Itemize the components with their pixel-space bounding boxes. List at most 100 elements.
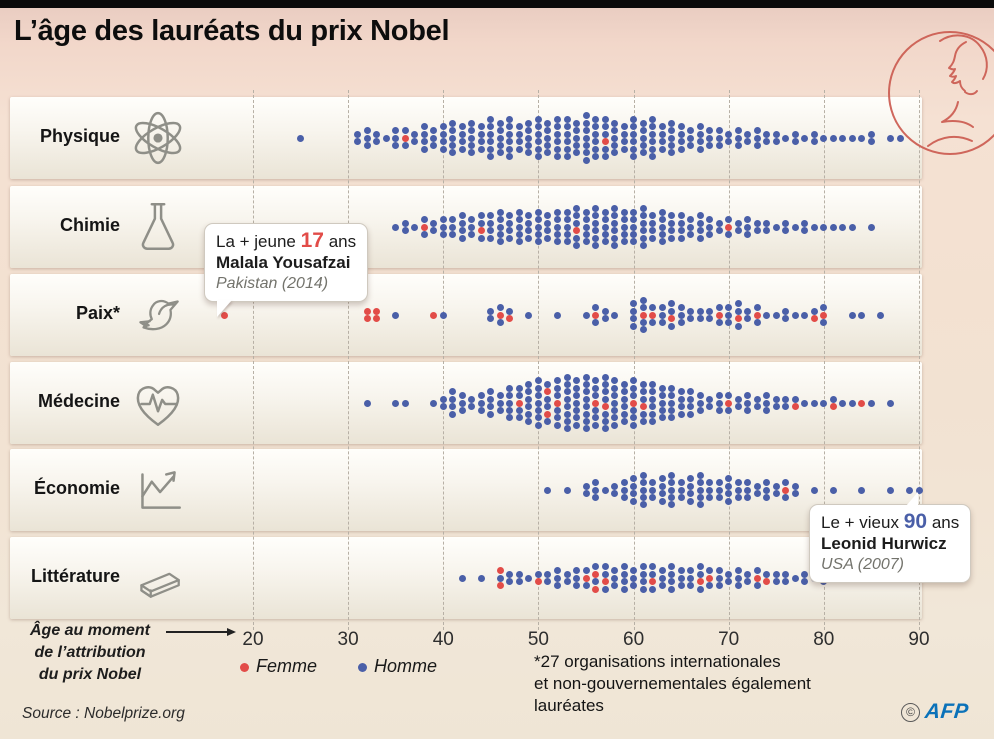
gridline-80 bbox=[823, 90, 825, 630]
male-dot bbox=[449, 403, 457, 411]
legend: Femme Homme bbox=[240, 656, 473, 677]
male-dot bbox=[772, 570, 780, 578]
male-dot bbox=[487, 123, 495, 131]
male-dot bbox=[791, 482, 799, 490]
male-dot bbox=[649, 585, 657, 593]
male-dot bbox=[506, 307, 514, 315]
female-dot bbox=[496, 567, 504, 575]
male-dot bbox=[639, 585, 647, 593]
male-dot bbox=[744, 392, 752, 400]
male-dot bbox=[687, 490, 695, 498]
male-dot bbox=[858, 311, 866, 319]
male-dot bbox=[753, 227, 761, 235]
male-dot bbox=[668, 322, 676, 330]
male-dot bbox=[449, 223, 457, 231]
axis-tick-70: 70 bbox=[718, 629, 740, 650]
male-dot bbox=[563, 403, 571, 411]
male-dot bbox=[601, 315, 609, 323]
male-dot bbox=[392, 141, 400, 149]
male-dot bbox=[592, 578, 599, 586]
male-dot bbox=[573, 421, 580, 429]
male-dot bbox=[553, 145, 561, 153]
male-dot bbox=[449, 395, 457, 403]
male-dot bbox=[658, 482, 666, 490]
male-dot bbox=[734, 141, 742, 149]
male-dot bbox=[630, 123, 638, 131]
male-dot bbox=[763, 406, 771, 414]
male-dot bbox=[563, 418, 571, 425]
male-dot bbox=[668, 570, 676, 578]
male-dot bbox=[506, 227, 514, 235]
male-dot bbox=[620, 208, 628, 216]
male-dot bbox=[630, 238, 638, 246]
male-dot bbox=[687, 567, 695, 575]
male-dot bbox=[525, 234, 533, 242]
male-dot bbox=[668, 471, 676, 479]
male-dot bbox=[839, 399, 847, 407]
male-dot bbox=[544, 234, 552, 242]
male-dot bbox=[639, 127, 647, 135]
male-dot bbox=[687, 134, 695, 142]
male-dot bbox=[592, 130, 599, 138]
male-dot bbox=[687, 141, 695, 149]
male-dot bbox=[706, 567, 714, 575]
male-dot bbox=[763, 479, 771, 487]
male-dot bbox=[496, 127, 504, 135]
male-dot bbox=[592, 145, 599, 153]
male-dot bbox=[592, 242, 599, 249]
male-dot bbox=[630, 223, 638, 231]
male-dot bbox=[639, 418, 647, 425]
male-dot bbox=[734, 227, 742, 235]
male-dot bbox=[487, 307, 495, 315]
male-dot bbox=[506, 406, 514, 414]
male-dot bbox=[420, 145, 428, 153]
male-dot bbox=[649, 145, 657, 153]
male-dot bbox=[649, 381, 657, 388]
male-dot bbox=[763, 227, 771, 235]
male-dot bbox=[801, 219, 809, 227]
male-dot bbox=[791, 490, 799, 498]
male-dot bbox=[668, 578, 676, 586]
male-dot bbox=[668, 501, 676, 509]
male-dot bbox=[658, 138, 666, 146]
male-dot bbox=[563, 570, 571, 578]
male-dot bbox=[458, 138, 466, 146]
female-dot bbox=[829, 403, 837, 411]
male-dot bbox=[401, 399, 409, 407]
male-dot bbox=[611, 119, 618, 127]
male-dot bbox=[620, 486, 628, 494]
female-dot bbox=[544, 410, 552, 418]
category-label: Paix* bbox=[75, 303, 120, 323]
male-dot bbox=[696, 130, 704, 138]
male-dot bbox=[392, 223, 400, 231]
copyright-icon: © bbox=[901, 702, 920, 722]
male-dot bbox=[696, 227, 704, 235]
male-dot bbox=[563, 425, 571, 433]
male-dot bbox=[639, 563, 647, 571]
male-dot bbox=[867, 130, 875, 138]
male-dot bbox=[506, 392, 514, 400]
gridline-60 bbox=[633, 90, 635, 630]
male-dot bbox=[601, 123, 609, 131]
male-dot bbox=[611, 581, 618, 589]
male-dot bbox=[696, 315, 704, 323]
male-dot bbox=[630, 377, 638, 385]
male-dot bbox=[573, 392, 580, 400]
male-dot bbox=[458, 212, 466, 220]
male-dot bbox=[534, 153, 542, 160]
male-dot bbox=[477, 399, 485, 407]
legend-label-femme: Femme bbox=[256, 656, 318, 676]
male-dot bbox=[563, 123, 571, 131]
male-dot bbox=[687, 216, 695, 224]
male-dot bbox=[734, 479, 742, 487]
male-dot bbox=[401, 227, 409, 235]
male-dot bbox=[487, 315, 495, 323]
female-dot bbox=[592, 399, 599, 407]
male-dot bbox=[744, 230, 752, 238]
male-dot bbox=[649, 486, 657, 494]
male-dot bbox=[506, 123, 514, 131]
male-dot bbox=[592, 116, 599, 123]
male-dot bbox=[649, 395, 657, 403]
female-dot bbox=[639, 311, 647, 319]
male-dot bbox=[725, 392, 733, 400]
